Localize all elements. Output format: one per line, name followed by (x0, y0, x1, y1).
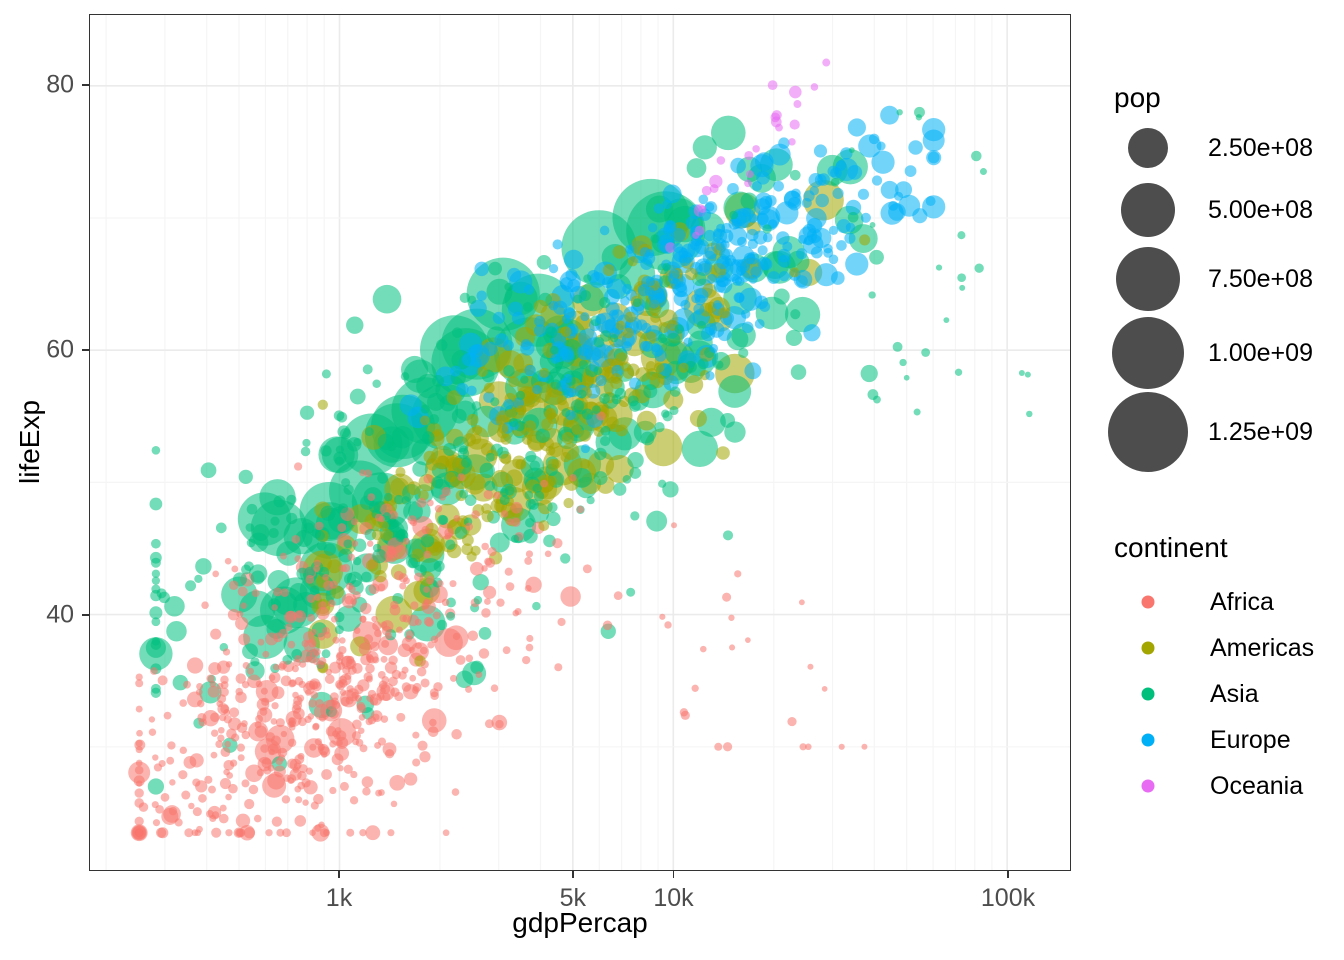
size-legend-label: 1.00e+09 (1208, 338, 1313, 367)
size-legend-bubble-icon (1112, 317, 1184, 389)
color-legend-label: Europe (1210, 725, 1291, 754)
color-legend-item-oceania[interactable]: Oceania (1100, 770, 1344, 802)
size-legend-item[interactable]: 1.25e+09 (1100, 390, 1344, 474)
size-legend-bubble-icon (1128, 128, 1168, 168)
x-tick-mark (338, 871, 340, 878)
color-legend-key (1100, 586, 1196, 618)
color-legend-item-europe[interactable]: Europe (1100, 724, 1344, 756)
color-legend-dot-icon (1141, 779, 1155, 793)
color-legend-dot-icon (1141, 641, 1155, 655)
x-tick-label: 100k (980, 884, 1036, 912)
x-tick-mark (572, 871, 574, 878)
x-tick-mark (672, 871, 675, 878)
color-legend-key (1100, 770, 1196, 802)
size-legend-key (1100, 315, 1196, 391)
x-tick-label: 10k (653, 884, 694, 912)
legend-area: pop 2.50e+08 5.00e+08 7.50e+08 1.00e+09 1.25… (1100, 0, 1344, 960)
size-legend-item[interactable]: 7.50e+08 (1100, 244, 1344, 314)
size-legend-item[interactable]: 5.00e+08 (1100, 179, 1344, 241)
color-legend-item-asia[interactable]: Asia (1100, 678, 1344, 710)
color-legend-dot-icon (1141, 733, 1155, 747)
y-tick-label: 80 (46, 70, 74, 99)
color-legend-label: Americas (1210, 633, 1315, 662)
x-tick-label: 1k (325, 884, 353, 912)
color-legend-dot-icon (1141, 595, 1155, 609)
x-axis-title: gdpPercap (512, 907, 648, 938)
size-legend-item[interactable]: 1.00e+09 (1100, 315, 1344, 391)
data-points-layer (128, 58, 1033, 842)
size-legend-label: 1.25e+09 (1208, 417, 1313, 446)
color-legend-key (1100, 724, 1196, 756)
size-legend-key (1100, 244, 1196, 314)
color-legend-key (1100, 632, 1196, 664)
size-legend-label: 2.50e+08 (1208, 133, 1313, 162)
color-legend-label: Asia (1210, 679, 1259, 708)
size-legend-item[interactable]: 2.50e+08 (1100, 122, 1344, 174)
color-legend-label: Oceania (1210, 771, 1304, 800)
size-legend-bubble-icon (1108, 392, 1188, 472)
y-tick-label: 40 (46, 600, 74, 629)
color-legend-item-africa[interactable]: Africa (1100, 586, 1344, 618)
size-legend-title: pop (1114, 82, 1161, 113)
color-legend-label: Africa (1210, 587, 1274, 616)
y-tick-mark (82, 349, 89, 351)
color-legend-item-americas[interactable]: Americas (1100, 632, 1344, 664)
y-tick-mark (82, 84, 89, 86)
color-legend-key (1100, 678, 1196, 710)
size-legend-label: 5.00e+08 (1208, 195, 1313, 224)
size-legend-bubble-icon (1121, 183, 1175, 237)
size-legend-key (1100, 390, 1196, 474)
y-tick-mark (82, 614, 89, 616)
color-legend-title: continent (1114, 532, 1228, 563)
size-legend-label: 7.50e+08 (1208, 264, 1313, 293)
size-legend-key (1100, 179, 1196, 241)
y-tick-label: 60 (46, 335, 74, 364)
color-legend-dot-icon (1141, 687, 1155, 701)
x-tick-mark (1007, 871, 1009, 878)
x-tick-label: 5k (559, 884, 586, 912)
size-legend-bubble-icon (1116, 247, 1180, 311)
y-axis-title: lifeExp (14, 399, 45, 485)
plot-panel (89, 14, 1071, 871)
size-legend-key (1100, 122, 1196, 174)
